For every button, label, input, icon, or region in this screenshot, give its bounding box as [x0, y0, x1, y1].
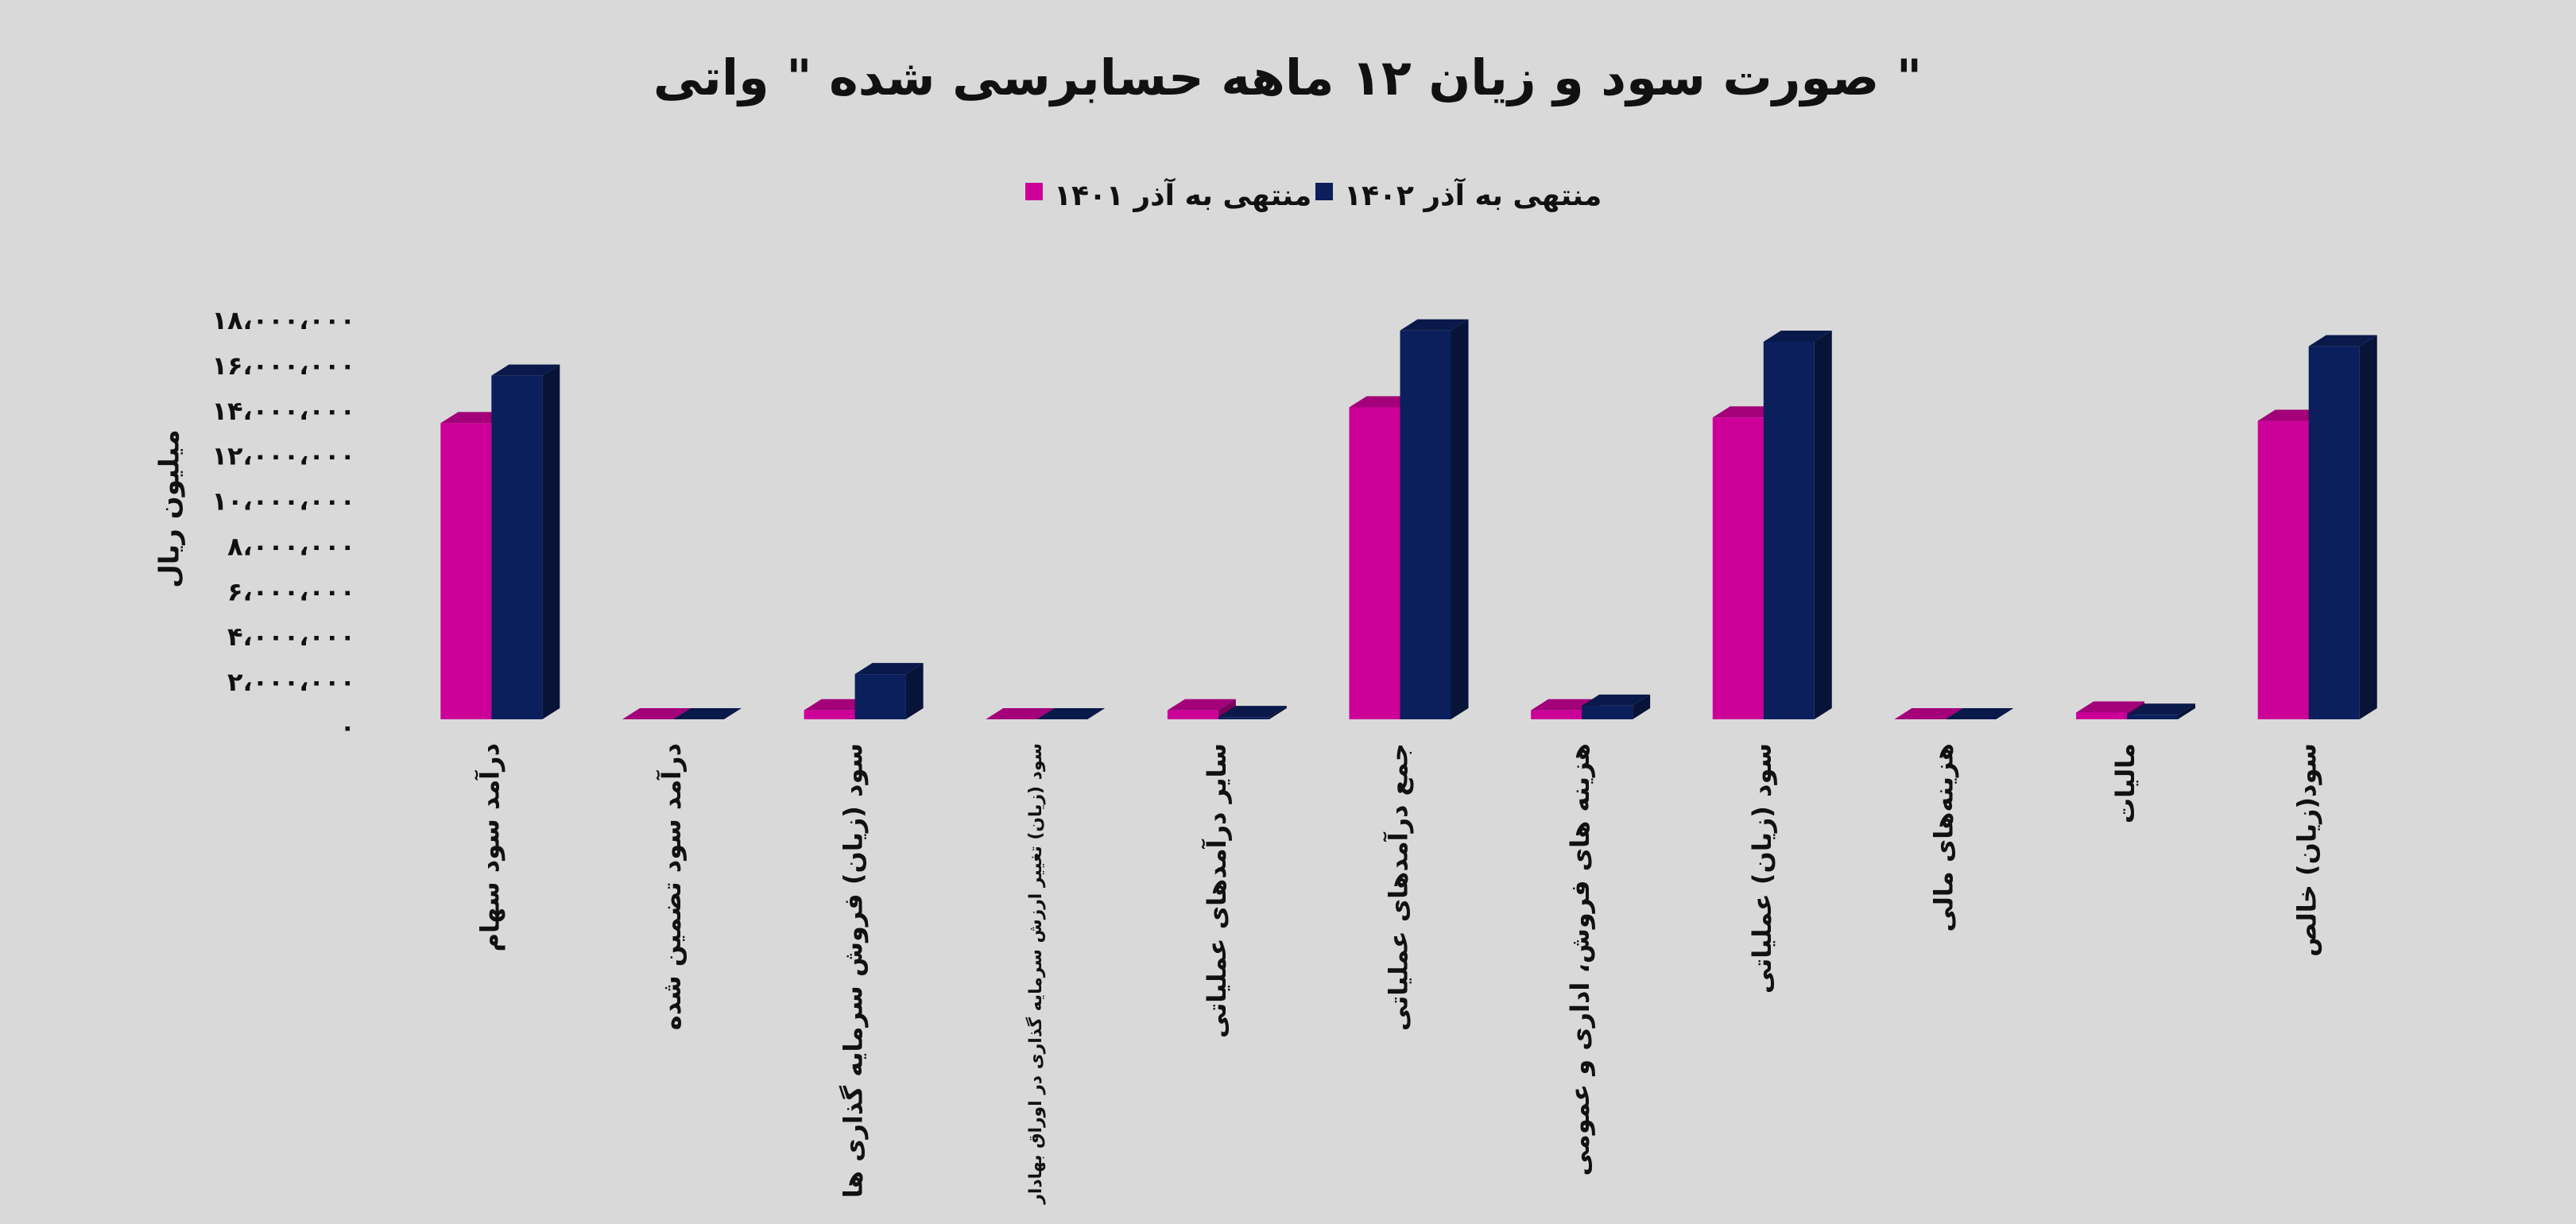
bar-top	[622, 708, 691, 719]
legend-swatch	[1025, 183, 1043, 200]
bar-side	[2359, 335, 2377, 719]
bar-side	[1269, 706, 1287, 719]
bar-top	[1167, 699, 1236, 711]
x-tick-label: هزینه‌های مالی	[1928, 743, 1958, 932]
bar-front	[1400, 330, 1451, 719]
y-axis-title: میلیون ریال	[154, 429, 186, 587]
y-tick-label: ۱۰،۰۰۰،۰۰۰	[211, 486, 355, 517]
bar	[1763, 330, 1832, 719]
y-tick-label: ۶،۰۰۰،۰۰۰	[227, 576, 355, 606]
chart-title: صورت سود و زیان ۱۲ ماهه حسابرسی شده " وا…	[653, 48, 1922, 107]
bar-top	[854, 663, 924, 675]
bar-front	[2257, 420, 2309, 719]
bar-top	[1763, 330, 1832, 342]
bar-top	[672, 708, 742, 719]
bar	[2308, 335, 2377, 719]
y-tick-label: ۱۸،۰۰۰،۰۰۰	[211, 305, 355, 335]
bar-front	[440, 423, 492, 719]
bar-top	[1945, 708, 2014, 719]
bar-front	[1712, 417, 1764, 719]
bar-front	[854, 674, 906, 719]
bar	[1582, 694, 1651, 719]
y-tick-label: ۱۴،۰۰۰،۰۰۰	[211, 396, 355, 426]
bar	[1894, 708, 1963, 719]
x-tick-label: مالیات	[2110, 743, 2140, 823]
legend-label: منتهی به آذر ۱۴۰۲	[1344, 177, 1602, 212]
legend-label: منتهی به آذر ۱۴۰۱	[1054, 177, 1311, 212]
bar-front	[1167, 710, 1218, 719]
y-tick-label: ۲،۰۰۰،۰۰۰	[227, 667, 355, 697]
x-tick-label: سود (زیان) عملیاتی	[1747, 743, 1777, 994]
bar-top	[1894, 708, 1963, 719]
bar-top	[491, 364, 560, 376]
bar-side	[905, 663, 924, 719]
bar-front	[1582, 705, 1633, 719]
y-tick-label: ۴،۰۰۰،۰۰۰	[227, 622, 355, 652]
bar	[1167, 699, 1236, 719]
y-tick-label: ۱۲،۰۰۰،۰۰۰	[211, 441, 355, 471]
x-tick-label: هزینه های فروش، اداری و عمومی	[1565, 743, 1595, 1176]
y-tick-label: ۰	[339, 712, 355, 742]
bar-top	[1582, 694, 1651, 706]
bar	[1400, 319, 1469, 719]
bar-top	[1218, 706, 1287, 718]
bar-front	[491, 375, 543, 719]
legend-swatch	[1315, 183, 1333, 200]
x-tick-label: سود(زیان) خالص	[2292, 743, 2322, 957]
bar	[1945, 708, 2014, 719]
bar	[1036, 708, 1106, 719]
bar	[986, 708, 1055, 719]
bar-side	[1814, 330, 1832, 719]
bar-top	[1036, 708, 1106, 719]
bar-front	[804, 710, 855, 719]
bar	[2127, 703, 2196, 719]
bar	[622, 708, 691, 719]
bar-front	[1218, 717, 1269, 719]
bar-top	[986, 708, 1055, 719]
y-tick-label: ۸،۰۰۰،۰۰۰	[227, 531, 355, 561]
bar-top	[2076, 701, 2145, 713]
bar-front	[2308, 346, 2360, 719]
bar	[1218, 706, 1287, 719]
bar-front	[1763, 341, 1815, 719]
bar	[672, 708, 742, 719]
bar-top	[2308, 335, 2377, 347]
x-tick-label: سود (زیان) فروش سرمایه گذاری ها	[839, 743, 869, 1198]
x-tick-label: جمع درآمدهای عملیاتی	[1383, 743, 1414, 1031]
bar-side	[1451, 319, 1469, 719]
bar-side	[542, 364, 560, 719]
bar-side	[2178, 703, 2196, 719]
x-tick-label: درآمد سود تضمین شده	[656, 743, 687, 1030]
bar-side	[1218, 699, 1236, 719]
bar	[491, 364, 560, 719]
y-tick-label: ۱۶،۰۰۰،۰۰۰	[211, 351, 355, 381]
bar-front	[2127, 715, 2179, 719]
x-tick-label: سود (زیان) تغییر ارزش سرمایه گذاری در او…	[1025, 743, 1046, 1205]
bar-top	[1400, 319, 1469, 331]
bar-top	[2127, 703, 2196, 715]
bar	[854, 663, 924, 719]
bar-side	[1633, 694, 1651, 719]
bar-front	[1531, 710, 1582, 719]
x-tick-label: سایر درآمدهای عملیاتی	[1201, 743, 1232, 1038]
bar-front	[2076, 712, 2128, 719]
bar-front	[1349, 407, 1400, 719]
x-tick-label: درآمد سود سهام	[474, 743, 505, 951]
